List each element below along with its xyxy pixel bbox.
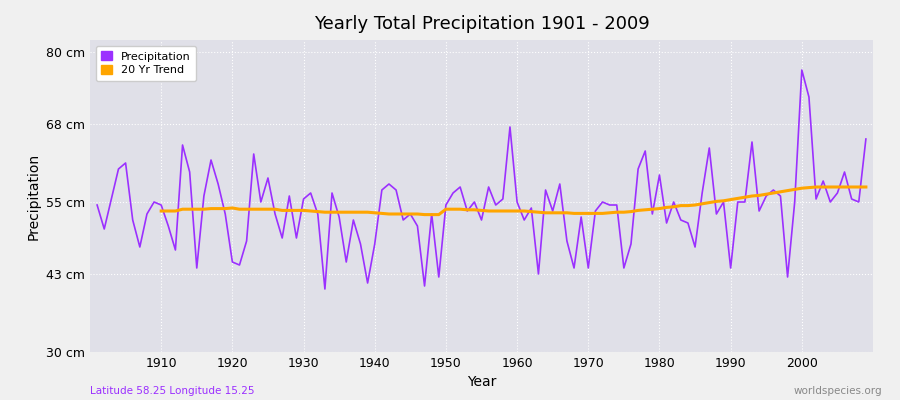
- Precipitation: [860, 137, 871, 142]
- Precipitation: [512, 200, 523, 204]
- 20 Yr Trend: [818, 185, 829, 190]
- Line: Precipitation: Precipitation: [97, 70, 866, 289]
- 20 Yr Trend: [839, 185, 850, 190]
- X-axis label: Year: Year: [467, 376, 496, 390]
- Precipitation: [305, 191, 316, 196]
- Precipitation: [796, 68, 807, 72]
- Precipitation: [518, 218, 529, 222]
- Title: Yearly Total Precipitation 1901 - 2009: Yearly Total Precipitation 1901 - 2009: [313, 15, 650, 33]
- Legend: Precipitation, 20 Yr Trend: Precipitation, 20 Yr Trend: [95, 46, 196, 81]
- 20 Yr Trend: [811, 185, 822, 190]
- 20 Yr Trend: [419, 212, 430, 217]
- Precipitation: [604, 203, 615, 208]
- Precipitation: [320, 287, 330, 292]
- Precipitation: [92, 203, 103, 208]
- 20 Yr Trend: [583, 211, 594, 216]
- 20 Yr Trend: [320, 210, 330, 215]
- 20 Yr Trend: [156, 209, 166, 214]
- Line: 20 Yr Trend: 20 Yr Trend: [161, 187, 866, 215]
- 20 Yr Trend: [526, 209, 536, 214]
- Text: Latitude 58.25 Longitude 15.25: Latitude 58.25 Longitude 15.25: [90, 386, 255, 396]
- Precipitation: [356, 242, 366, 246]
- Text: worldspecies.org: worldspecies.org: [794, 386, 882, 396]
- 20 Yr Trend: [860, 185, 871, 190]
- Y-axis label: Precipitation: Precipitation: [26, 152, 40, 240]
- 20 Yr Trend: [291, 208, 302, 213]
- Precipitation: [148, 200, 159, 204]
